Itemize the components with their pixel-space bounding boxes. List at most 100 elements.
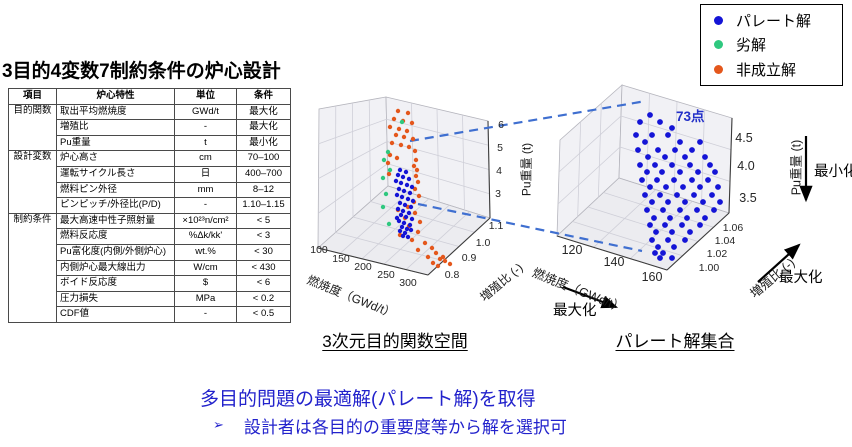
condition-cell: < 6: [236, 275, 291, 292]
legend-item-infeasible: 非成立解: [701, 59, 842, 80]
left-y-tick: 1.1: [488, 220, 504, 232]
bullet-line: ➢ 設計者は各目的の重要度等から解を選択可: [213, 413, 567, 438]
burnup-maximize-label: 最大化: [553, 303, 597, 319]
table-row: 圧力損失 MPa < 0.2: [9, 290, 291, 308]
unit-cell: t: [174, 134, 237, 152]
pareto-dot-icon: [714, 15, 723, 25]
legend-item-inferior: 劣解: [701, 34, 842, 55]
legend-label: 非成立解: [736, 62, 797, 80]
table-group-label: 目的関数: [8, 103, 57, 152]
breeding-maximize-label: 最大化: [779, 270, 823, 286]
left-x-tick: 150: [332, 253, 350, 265]
right-plot-caption: パレート解集合: [615, 332, 735, 351]
condition-cell: < 5: [236, 212, 291, 230]
left-x-tick: 300: [399, 277, 417, 289]
right-y-tick: 1.00: [698, 262, 720, 274]
condition-cell: 最大化: [236, 103, 291, 121]
table-row: Pu富化度(内側/外側炉心) wt.% < 30: [9, 243, 291, 261]
left-z-tick: 3: [495, 188, 501, 200]
col-header-item: 項目: [8, 88, 57, 105]
condition-cell: 最大化: [236, 119, 291, 136]
table-row: 制約条件 最大高速中性子照射量 ×10²³n/cm² < 5: [8, 212, 291, 323]
condition-cell: < 30: [236, 243, 291, 261]
slide-title: 3目的4変数7制約条件の炉心設計: [2, 61, 281, 82]
unit-cell: $: [174, 275, 237, 292]
characteristic-cell: 運転サイクル長さ: [56, 165, 175, 183]
table-row: ピンピッチ/外径比(P/D) -1.10–1.15: [9, 197, 291, 214]
characteristic-cell: 圧力損失: [56, 290, 175, 308]
left-x-tick: 200: [354, 261, 372, 273]
characteristic-cell: 取出平均燃焼度: [56, 103, 175, 121]
spec-table: 項目 炉心特性 単位 条件 目的関数 取出平均燃焼度 GWd/t 最大化 増殖比 - 最大化…: [8, 88, 291, 323]
characteristic-cell: ボイド反応度: [56, 275, 175, 292]
left-x-tick: 100: [310, 244, 328, 256]
characteristic-cell: 増殖比: [56, 119, 175, 136]
right-zaxis-label: Pu重量 (t): [789, 139, 804, 196]
left-plot-caption: 3次元目的関数空間: [322, 332, 468, 351]
table-row: 設計変数 炉心高さ cm 70–100: [8, 150, 291, 214]
table-group-label: 制約条件: [8, 212, 57, 323]
table-row: ボイド反応度 $ < 6: [9, 275, 291, 292]
characteristic-cell: Pu重量: [56, 134, 175, 152]
arrow-bullet-icon: ➢: [213, 417, 224, 432]
right-y-tick: 1.04: [714, 235, 736, 247]
right-x-tick: 120: [561, 243, 583, 257]
condition-cell: 1.10–1.15: [236, 197, 291, 214]
right-z-tick: 3.5: [739, 191, 757, 205]
right-z-tick: 4.5: [735, 131, 753, 145]
table-group-label: 設計変数: [8, 150, 57, 214]
characteristic-cell: 燃料反応度: [56, 228, 175, 245]
characteristic-cell: 燃料ピン外径: [56, 181, 175, 199]
right-x-tick: 160: [641, 270, 663, 284]
characteristic-cell: Pu富化度(内側/外側炉心): [56, 243, 175, 261]
legend-label: 劣解: [736, 37, 767, 55]
left-y-tick: 1.0: [475, 237, 491, 249]
left-y-tick: 0.9: [461, 252, 477, 264]
unit-cell: W/cm: [174, 259, 237, 277]
unit-cell: ×10²³n/cm²: [174, 212, 237, 230]
unit-cell: wt.%: [174, 243, 237, 261]
col-header-characteristic: 炉心特性: [56, 88, 175, 105]
pareto-count-annotation: 73点: [676, 109, 705, 124]
table-row: 目的関数 取出平均燃焼度 GWd/t 最大化: [8, 103, 291, 152]
plot-legend: パレート解 劣解 非成立解: [700, 4, 843, 86]
legend-label: パレート解: [736, 12, 812, 30]
bullet-text: 設計者は各目的の重要度等から解を選択可: [243, 418, 567, 437]
right-y-tick: 1.06: [722, 222, 744, 234]
characteristic-cell: 内側炉心最大線出力: [56, 259, 175, 277]
left-z-tick: 6: [498, 119, 504, 131]
condition-cell: < 430: [236, 259, 291, 277]
left-z-tick: 4: [496, 165, 502, 177]
right-y-tick: 1.02: [706, 248, 728, 260]
condition-cell: < 0.2: [236, 290, 291, 308]
legend-item-pareto: パレート解: [701, 10, 842, 31]
unit-cell: mm: [174, 181, 237, 199]
inferior-dot-icon: [714, 40, 723, 50]
unit-cell: %Δk/kk': [174, 228, 237, 245]
condition-cell: 400–700: [236, 165, 291, 183]
col-header-condition: 条件: [236, 88, 291, 105]
unit-cell: GWd/t: [174, 103, 237, 121]
right-z-tick: 4.0: [737, 159, 755, 173]
characteristic-cell: 炉心高さ: [56, 150, 175, 167]
left-zaxis-label: Pu重量 (t): [519, 142, 534, 197]
unit-cell: MPa: [174, 290, 237, 308]
left-y-tick: 0.8: [444, 269, 460, 281]
unit-cell: 日: [174, 165, 237, 183]
unit-cell: -: [174, 306, 237, 323]
condition-cell: < 0.5: [236, 306, 291, 323]
table-header-row: 項目 炉心特性 単位 条件: [8, 88, 291, 105]
table-row: Pu重量 t 最小化: [9, 134, 291, 152]
conclusion-line: 多目的問題の最適解(パレート解)を取得: [200, 389, 536, 410]
condition-cell: 8–12: [236, 181, 291, 199]
unit-cell: -: [174, 119, 237, 136]
characteristic-cell: 最大高速中性子照射量: [56, 212, 175, 230]
condition-cell: 最小化: [236, 134, 291, 152]
table-row: 増殖比 - 最大化: [9, 119, 291, 136]
col-header-unit: 単位: [174, 88, 237, 105]
infeasible-dot-icon: [714, 65, 723, 75]
table-row: CDF値 - < 0.5: [9, 306, 291, 323]
spec-table-body: 目的関数 取出平均燃焼度 GWd/t 最大化 増殖比 - 最大化 Pu重量 t 最小化 設計変数 炉心…: [8, 103, 291, 323]
